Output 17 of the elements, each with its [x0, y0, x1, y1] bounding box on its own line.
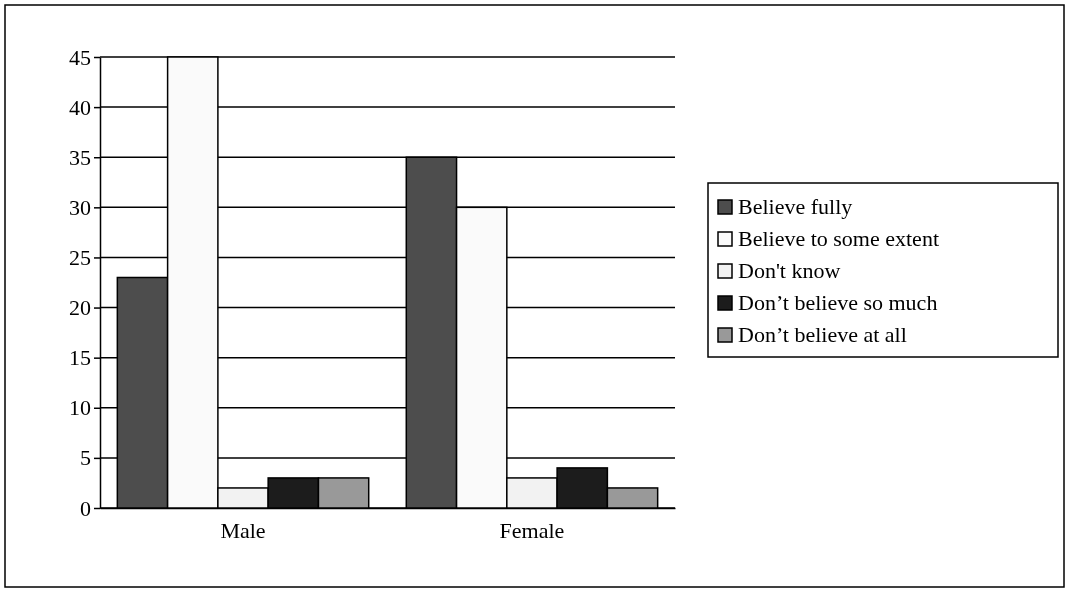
y-tick-label: 40 — [69, 94, 91, 120]
legend-label: Believe fully — [738, 194, 853, 219]
y-tick-label: 25 — [69, 244, 91, 270]
legend-label: Don't know — [738, 258, 841, 283]
y-tick-label: 5 — [80, 445, 91, 471]
y-tick-label: 30 — [69, 194, 91, 220]
x-tick-label: Female — [499, 517, 565, 543]
y-tick-label: 20 — [69, 295, 91, 321]
legend-label: Don’t believe at all — [738, 322, 907, 347]
legend-label: Believe to some extent — [738, 226, 939, 251]
y-tick-label: 0 — [80, 495, 91, 521]
x-tick-label: Male — [220, 517, 266, 543]
y-tick-label: 35 — [69, 144, 91, 170]
y-tick-label: 10 — [69, 395, 91, 421]
y-tick-label: 15 — [69, 345, 91, 371]
legend-label: Don’t believe so much — [738, 290, 938, 315]
y-tick-label: 45 — [69, 44, 91, 70]
